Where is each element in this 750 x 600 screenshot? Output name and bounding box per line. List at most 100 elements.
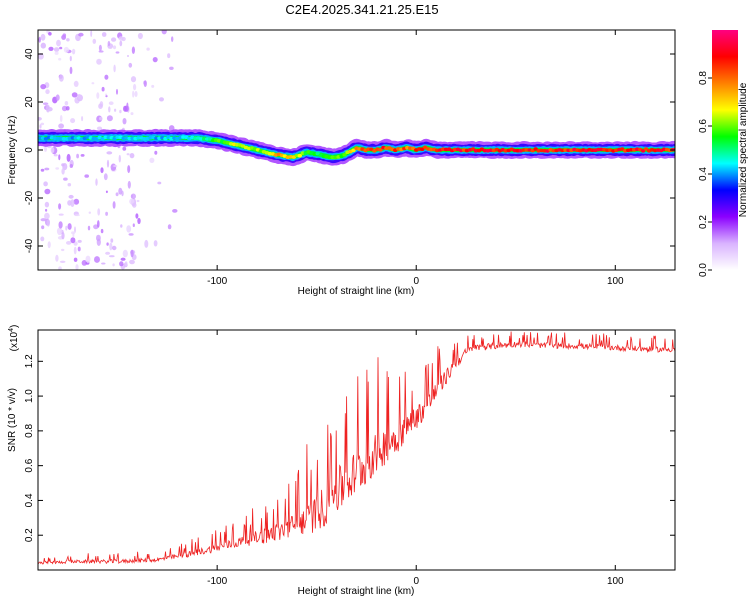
noise-speckle: [104, 74, 109, 80]
snr-multiplier-base: (x10: [9, 331, 20, 351]
noise-speckle: [109, 242, 113, 251]
noise-speckle: [131, 46, 135, 54]
noise-speckle: [55, 254, 59, 262]
noise-speckle: [66, 241, 72, 245]
noise-speckle: [38, 53, 44, 60]
noise-speckle: [110, 163, 117, 171]
noise-speckle: [74, 226, 76, 233]
snr-marks: [38, 331, 675, 565]
noise-speckle: [171, 36, 174, 42]
noise-speckle: [100, 167, 104, 174]
noise-speckle: [65, 225, 68, 231]
noise-speckle: [101, 262, 106, 265]
noise-speckle: [157, 181, 162, 185]
noise-speckle: [61, 232, 65, 240]
noise-speckle: [97, 208, 101, 216]
noise-speckle: [77, 93, 81, 100]
y-tick-label: 40: [24, 48, 35, 60]
noise-speckle: [55, 94, 60, 101]
noise-speckle: [73, 246, 77, 255]
noise-speckle: [129, 259, 135, 265]
noise-speckle: [95, 178, 98, 186]
noise-speckle: [46, 219, 50, 227]
noise-speckle: [69, 55, 72, 62]
noise-speckle: [106, 242, 109, 246]
noise-speckle: [129, 153, 135, 159]
noise-speckle: [112, 263, 115, 267]
spectrogram-marks: [38, 30, 675, 270]
noise-speckle: [70, 118, 76, 124]
noise-speckle: [119, 261, 124, 267]
noise-speckle: [96, 126, 103, 131]
noise-speckle: [45, 208, 48, 212]
noise-speckle: [130, 193, 136, 200]
noise-speckle: [56, 39, 61, 47]
ridge-peak: [342, 152, 347, 157]
noise-speckle: [81, 260, 88, 266]
noise-speckle: [105, 251, 111, 255]
noise-speckle: [58, 57, 62, 61]
spectrogram-ticks: -100 0 100 -40 -20 0 20 40: [24, 30, 675, 287]
noise-speckle: [130, 112, 134, 116]
noise-speckle: [59, 115, 63, 122]
noise-speckle: [48, 32, 52, 36]
noise-speckle: [134, 91, 138, 97]
noise-speckle: [124, 261, 128, 267]
colorbar-tick-label: 0.6: [698, 119, 709, 133]
noise-speckle: [67, 183, 72, 187]
noise-speckle: [121, 36, 126, 42]
noise-speckle: [59, 46, 63, 50]
noise-speckle: [126, 153, 130, 156]
noise-speckle: [74, 214, 80, 217]
y-tick-label: -20: [24, 190, 35, 205]
noise-speckle: [151, 84, 155, 88]
noise-speckle: [78, 32, 84, 37]
noise-speckle: [101, 86, 105, 92]
noise-speckle: [41, 225, 45, 230]
noise-speckle: [62, 33, 67, 38]
ridge-core: [38, 135, 675, 160]
snr-multiplier-exp: 4: [8, 328, 15, 332]
noise-speckle: [43, 181, 48, 187]
noise-speckle: [58, 266, 62, 270]
colorbar-gradient: [712, 30, 738, 270]
ridge-peak: [378, 148, 383, 152]
noise-speckle: [68, 194, 74, 199]
snr-multiplier-close: ): [9, 325, 20, 328]
noise-speckle: [122, 118, 127, 125]
snr-ticks: -100 0 100 0.2 0.4 0.6 0.8 1.0 1.2: [24, 330, 675, 587]
noise-speckle: [96, 58, 102, 65]
noise-speckle: [38, 117, 42, 121]
noise-speckle: [105, 211, 108, 216]
noise-speckle: [98, 44, 102, 52]
noise-speckle: [40, 122, 45, 126]
x-tick-label: -100: [207, 276, 227, 287]
y-tick-label: -40: [24, 238, 35, 253]
x-tick-label: 100: [607, 276, 624, 287]
noise-speckle: [120, 224, 123, 228]
noise-speckle: [127, 55, 129, 57]
noise-speckle: [146, 47, 150, 51]
noise-speckle: [56, 227, 63, 236]
noise-speckle: [47, 241, 51, 249]
noise-speckle: [130, 249, 134, 258]
noise-speckle: [44, 167, 50, 171]
noise-speckle: [40, 236, 45, 242]
noise-speckle: [96, 92, 100, 99]
noise-speckle: [81, 116, 84, 122]
colorbar-ticks: 0.0 0.2 0.4 0.6 0.8: [698, 71, 712, 277]
snr-xlabel: Height of straight line (km): [298, 586, 415, 597]
noise-speckle: [40, 42, 46, 49]
noise-speckle: [161, 30, 167, 35]
noise-speckle: [120, 257, 126, 261]
noise-speckle: [94, 256, 100, 263]
noise-speckle: [71, 92, 78, 98]
noise-speckle: [59, 74, 64, 82]
noise-speckle: [40, 33, 46, 41]
noise-speckle: [54, 51, 59, 55]
noise-speckle: [98, 103, 103, 109]
noise-speckle: [149, 157, 155, 163]
noise-speckle: [88, 211, 92, 214]
spectrogram-ylabel: Frequency (Hz): [7, 116, 18, 185]
noise-speckle: [135, 213, 139, 219]
